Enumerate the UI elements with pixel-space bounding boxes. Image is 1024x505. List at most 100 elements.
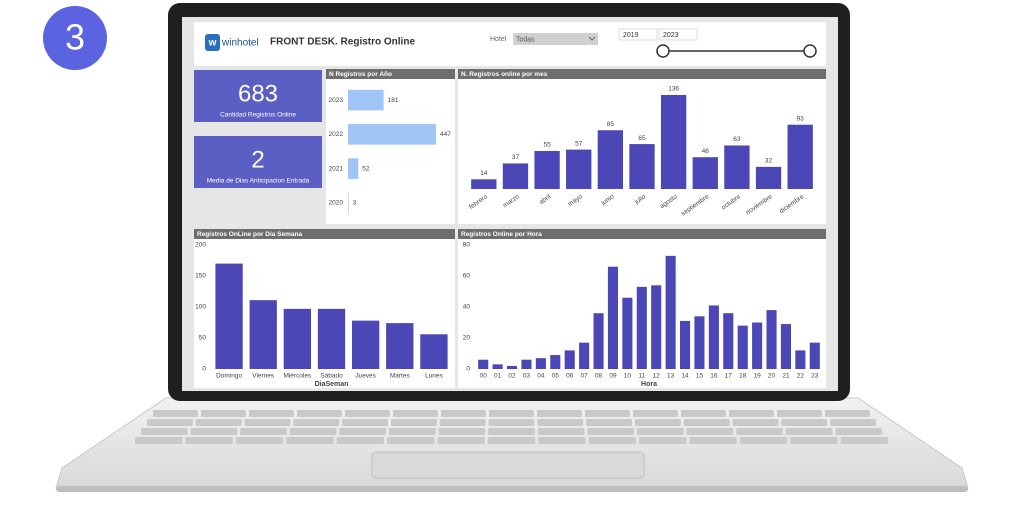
y-tick-label: 100 — [195, 304, 206, 311]
x-tick-label: Miércoles — [283, 373, 312, 380]
chart-title: Registros Online por Hora — [461, 231, 542, 238]
key — [587, 428, 634, 435]
header-bar — [194, 22, 826, 66]
key — [777, 410, 822, 417]
key — [297, 410, 342, 417]
key — [240, 428, 287, 435]
key — [487, 437, 536, 444]
key — [781, 419, 828, 426]
key — [345, 410, 390, 417]
key — [825, 410, 870, 417]
bar — [660, 95, 687, 189]
bar — [651, 285, 662, 369]
data-label: 46 — [702, 148, 710, 155]
key — [732, 419, 779, 426]
key — [686, 428, 734, 435]
x-tick-label: 16 — [710, 373, 718, 380]
key — [538, 437, 586, 444]
y-tick-label: 150 — [195, 273, 206, 280]
bar — [215, 263, 243, 369]
x-tick-label: 22 — [797, 373, 805, 380]
key — [790, 437, 838, 444]
data-label: 447 — [440, 131, 451, 138]
chart-title-bar — [458, 229, 826, 239]
bar — [636, 286, 647, 369]
bar — [478, 359, 489, 369]
key — [147, 419, 193, 426]
y-tick-label: 50 — [199, 335, 207, 342]
key — [840, 437, 888, 444]
key — [637, 428, 684, 435]
bar — [386, 323, 414, 369]
bar — [597, 130, 624, 189]
key — [681, 410, 726, 417]
y-tick-label: 80 — [463, 242, 471, 249]
bar — [723, 313, 734, 369]
data-label: 52 — [362, 165, 370, 172]
kpi-value: 683 — [238, 80, 278, 107]
keyboard — [135, 410, 888, 444]
bar — [607, 266, 619, 369]
bar — [502, 163, 529, 189]
x-tick-label: 23 — [811, 373, 819, 380]
key — [437, 437, 485, 444]
filter-dropdown[interactable] — [513, 33, 598, 45]
x-tick-label: 13 — [667, 373, 675, 380]
data-label: 136 — [668, 86, 679, 93]
key — [235, 437, 284, 444]
data-label: 85 — [607, 121, 615, 128]
key — [195, 419, 242, 426]
key — [635, 419, 681, 426]
key — [639, 437, 687, 444]
x-tick-label: 01 — [494, 373, 502, 380]
key — [785, 428, 833, 435]
y-tick-label: 60 — [463, 273, 471, 280]
x-tick-label: 03 — [523, 373, 531, 380]
y-tick-label: 200 — [195, 242, 206, 249]
x-tick-label: 20 — [768, 373, 776, 380]
range-slider-handle[interactable] — [656, 44, 670, 58]
data-label: 3 — [353, 200, 357, 207]
bar — [593, 313, 604, 369]
bar — [795, 350, 806, 369]
data-label: 37 — [512, 154, 520, 161]
key — [830, 419, 876, 426]
key — [438, 428, 486, 435]
chart-title-bar — [194, 229, 455, 239]
bar — [348, 124, 436, 145]
range-start-box[interactable] — [618, 28, 658, 41]
x-axis-title: Hora — [641, 381, 657, 388]
key — [289, 428, 337, 435]
key — [488, 419, 535, 426]
key — [391, 419, 437, 426]
x-tick-label: 07 — [581, 373, 589, 380]
kpi-label: Media de Dias Anticipacion Entrada — [207, 178, 310, 185]
bar — [317, 308, 346, 369]
bar — [694, 316, 705, 369]
x-tick-label: 15 — [696, 373, 704, 380]
y-tick-label: 2020 — [329, 200, 344, 207]
bar — [492, 364, 503, 369]
step-badge — [43, 6, 107, 70]
key — [683, 419, 730, 426]
key — [387, 437, 435, 444]
bar — [283, 308, 312, 369]
chart-panel — [326, 69, 455, 224]
key — [537, 428, 585, 435]
x-tick-label: 04 — [537, 373, 545, 380]
y-tick-label: 20 — [463, 335, 471, 342]
bar — [579, 342, 590, 369]
x-tick-label: Viernes — [252, 373, 275, 380]
filter-label: Hotel — [490, 36, 507, 43]
dropdown-arrow — [588, 36, 596, 41]
range-end-box[interactable] — [658, 28, 698, 41]
range-slider-handle[interactable] — [803, 44, 817, 58]
bar — [564, 350, 575, 369]
bar — [679, 320, 691, 369]
x-axis-title: DiaSeman — [315, 381, 349, 388]
key — [441, 410, 486, 417]
data-label: 57 — [575, 140, 583, 147]
